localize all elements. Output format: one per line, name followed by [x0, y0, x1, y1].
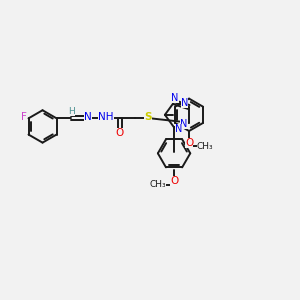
Text: O: O: [170, 176, 178, 186]
Text: N: N: [181, 98, 188, 108]
Text: H: H: [68, 107, 75, 116]
Text: CH₃: CH₃: [197, 142, 214, 151]
Text: N: N: [171, 93, 178, 103]
Text: NH: NH: [98, 112, 114, 122]
Text: O: O: [116, 128, 124, 138]
Text: F: F: [21, 112, 27, 122]
Text: O: O: [185, 138, 193, 148]
Text: S: S: [144, 112, 152, 122]
Text: CH₃: CH₃: [150, 180, 166, 189]
Text: N: N: [84, 112, 92, 122]
Text: N: N: [176, 124, 183, 134]
Text: N: N: [180, 119, 188, 129]
